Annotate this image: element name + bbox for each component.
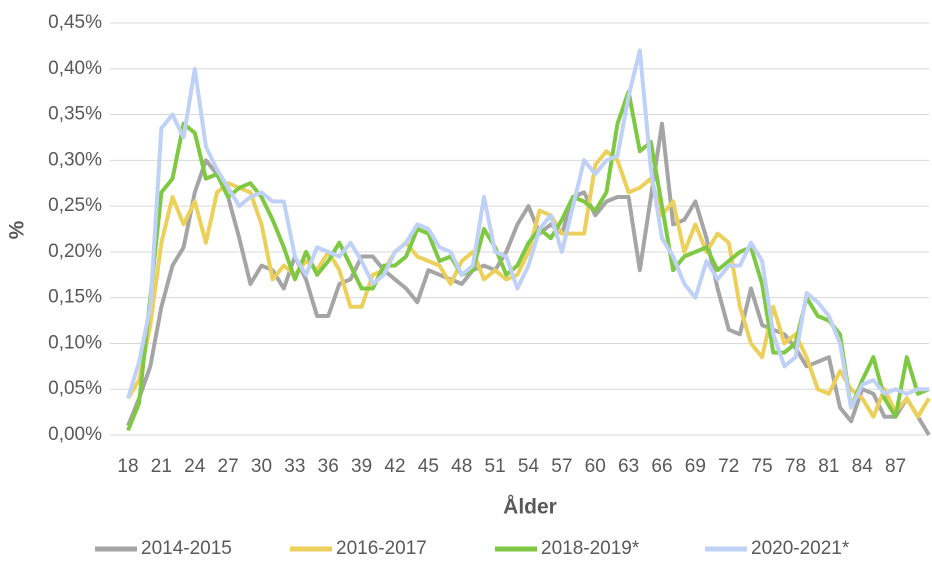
x-tick-label: 69 bbox=[685, 456, 706, 477]
y-tick-label: 0,40% bbox=[48, 58, 102, 79]
legend-label: 2014-2015 bbox=[141, 538, 232, 559]
series-line bbox=[126, 149, 931, 419]
y-tick-label: 0,35% bbox=[48, 104, 102, 125]
series-line bbox=[126, 121, 931, 437]
x-tick-label: 18 bbox=[117, 456, 138, 477]
x-tick-label: 21 bbox=[151, 456, 172, 477]
x-tick-label: 78 bbox=[785, 456, 806, 477]
x-tick-label: 81 bbox=[818, 456, 839, 477]
x-tick-label: 24 bbox=[184, 456, 206, 477]
x-tick-label: 72 bbox=[718, 456, 739, 477]
y-tick-label: 0,25% bbox=[48, 195, 102, 216]
y-axis-title: % bbox=[6, 220, 29, 239]
series-line bbox=[126, 89, 930, 432]
y-tick-label: 0,15% bbox=[48, 287, 102, 308]
x-tick-label: 84 bbox=[852, 456, 874, 477]
x-tick-label: 36 bbox=[318, 456, 339, 477]
x-tick-label: 30 bbox=[251, 456, 272, 477]
series-line bbox=[126, 48, 929, 410]
x-tick-label: 66 bbox=[651, 456, 672, 477]
x-tick-label: 54 bbox=[518, 456, 540, 477]
x-tick-label: 57 bbox=[551, 456, 572, 477]
legend-label: 2018-2019* bbox=[541, 538, 640, 559]
y-tick-label: 0,20% bbox=[48, 241, 102, 262]
y-tick-label: 0,05% bbox=[48, 378, 102, 399]
y-tick-label: 0,00% bbox=[48, 424, 102, 445]
x-tick-label: 87 bbox=[885, 456, 906, 477]
y-tick-label: 0,10% bbox=[48, 332, 102, 353]
x-tick-label: 75 bbox=[752, 456, 773, 477]
x-tick-label: 63 bbox=[618, 456, 639, 477]
x-tick-label: 27 bbox=[218, 456, 239, 477]
x-tick-label: 39 bbox=[351, 456, 372, 477]
x-tick-label: 33 bbox=[284, 456, 305, 477]
x-axis-title: Ålder bbox=[503, 495, 557, 519]
y-tick-label: 0,30% bbox=[48, 149, 102, 170]
x-tick-label: 42 bbox=[384, 456, 405, 477]
x-tick-label: 60 bbox=[585, 456, 606, 477]
legend-label: 2020-2021* bbox=[751, 538, 850, 559]
x-tick-label: 51 bbox=[485, 456, 506, 477]
x-tick-label: 45 bbox=[418, 456, 439, 477]
x-tick-label: 48 bbox=[451, 456, 472, 477]
y-tick-label: 0,45% bbox=[48, 12, 102, 33]
legend-label: 2016-2017 bbox=[336, 538, 427, 559]
